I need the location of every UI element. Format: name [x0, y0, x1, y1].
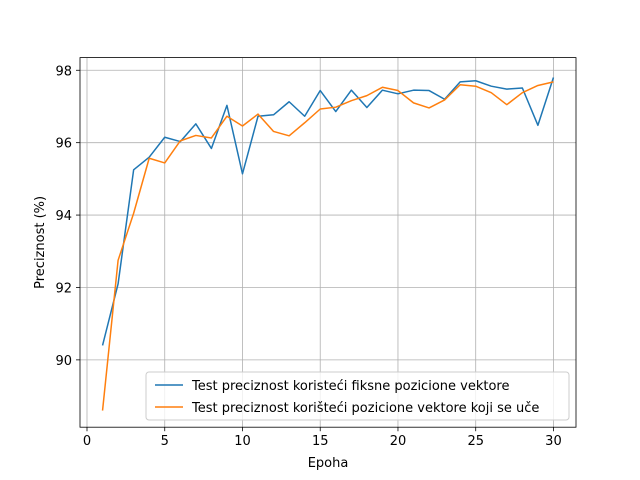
x-tick-label: 30	[545, 434, 562, 449]
x-tick-label: 5	[161, 434, 169, 449]
x-axis-label: Epoha	[308, 456, 349, 471]
legend: Test preciznost koristeći fiksne pozicio…	[145, 371, 570, 421]
y-tick-label: 90	[55, 354, 72, 369]
y-axis-ticks: 90 92 94 96 98	[55, 64, 80, 369]
grid-lines	[80, 57, 576, 428]
series-line-learned-vectors	[101, 81, 554, 411]
x-axis-ticks: 0 5 10 15 20 25 30	[83, 427, 562, 449]
x-tick-label: 15	[312, 434, 329, 449]
legend-box	[145, 371, 570, 421]
series-layer	[101, 77, 555, 411]
legend-label-learned: Test preciznost korišteći pozicione vekt…	[191, 401, 539, 416]
x-tick-label: 10	[234, 434, 251, 449]
legend-label-fixed: Test preciznost koristeći fiksne pozicio…	[191, 379, 509, 394]
x-tick-label: 0	[83, 434, 91, 449]
plot-frame	[79, 57, 577, 428]
y-tick-label: 94	[55, 209, 72, 224]
series-line-fixed-vectors	[101, 77, 555, 346]
x-tick-label: 25	[467, 434, 484, 449]
y-tick-label: 98	[55, 64, 72, 79]
y-axis-label: Preciznost (%)	[33, 196, 48, 289]
y-tick-label: 96	[55, 137, 72, 152]
x-tick-label: 20	[390, 434, 407, 449]
y-tick-label: 92	[55, 281, 72, 296]
